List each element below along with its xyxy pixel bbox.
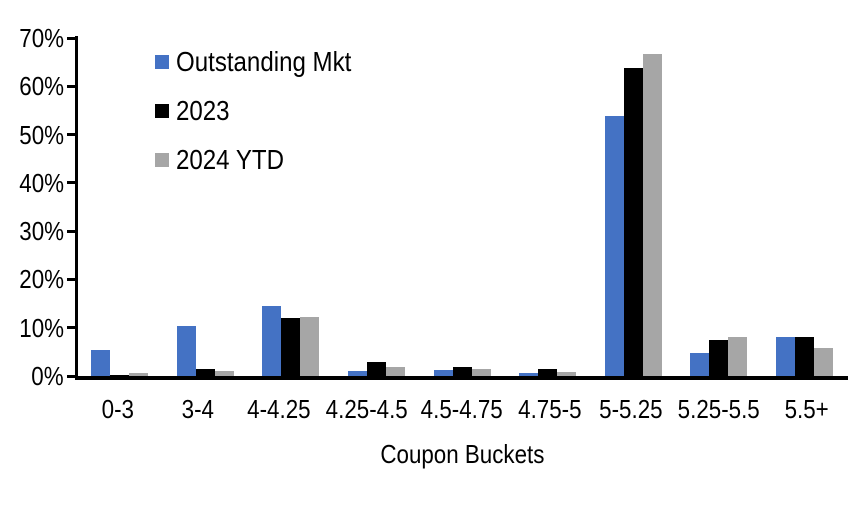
- x-axis-title: Coupon Buckets: [77, 440, 847, 468]
- y-tick-label: 40%: [19, 167, 64, 198]
- x-tick-label: 4.75-5: [518, 394, 582, 424]
- bar-group-3-4: [163, 38, 249, 376]
- x-tick-label: 4.5-4.75: [420, 394, 504, 424]
- x-tick-label: 4.25-4.5: [325, 394, 408, 424]
- y-tick-label: 60%: [19, 71, 64, 102]
- bar-group-5-5.25: [590, 38, 676, 376]
- x-axis-title-text: Coupon Buckets: [379, 439, 545, 469]
- bar: [91, 349, 111, 376]
- y-tick-label: 30%: [19, 216, 64, 247]
- legend-item-outstanding-mkt: Outstanding Mkt: [155, 48, 380, 76]
- outstanding-mkt-swatch-icon: [155, 55, 169, 69]
- bar-group-4.75-5: [505, 38, 591, 376]
- legend-label: 2023: [176, 95, 230, 126]
- bar: [281, 317, 301, 376]
- y-tick-label: 70%: [19, 23, 64, 53]
- bar-group-5.25-5.5: [676, 38, 762, 376]
- y-tick: [67, 181, 75, 185]
- legend: Outstanding Mkt 2023 2024 YTD: [155, 48, 380, 195]
- x-tick-label: 5-5.25: [598, 394, 663, 424]
- bar: [214, 371, 234, 376]
- y-tick: [67, 229, 75, 233]
- bar: [385, 367, 405, 376]
- x-tick-label: 3-4: [181, 394, 215, 424]
- bar: [728, 336, 748, 376]
- legend-label: Outstanding Mkt: [176, 46, 352, 77]
- bar-group-4.5-4.75: [419, 38, 505, 376]
- x-tick-label: 5.25-5.5: [677, 394, 760, 424]
- bar: [794, 337, 814, 376]
- x-tick-label: 0-3: [101, 394, 134, 424]
- bar: [129, 373, 149, 376]
- legend-label: 2024 YTD: [176, 144, 284, 175]
- x-tick-label: 4-4.25: [246, 394, 311, 424]
- bar: [690, 353, 710, 376]
- y-tick-label: 0%: [31, 361, 64, 391]
- bar: [433, 370, 453, 376]
- y-tick: [67, 84, 75, 88]
- bar: [471, 368, 491, 376]
- bar: [557, 372, 577, 376]
- bar: [623, 67, 643, 376]
- bar: [519, 373, 539, 376]
- bar: [813, 347, 833, 376]
- bar-group-4-4.25: [248, 38, 334, 376]
- y-tick-label: 10%: [19, 312, 64, 343]
- bar: [195, 368, 215, 376]
- bar: [642, 53, 662, 376]
- y-tick: [67, 133, 75, 137]
- x-axis-line: [75, 376, 848, 380]
- bar-group-4.25-4.5: [334, 38, 420, 376]
- bar: [709, 339, 729, 376]
- bar: [775, 337, 795, 376]
- y-tick: [67, 326, 75, 330]
- x-axis-labels: 0-3 3-4 4-4.25 4.25-4.5 4.5-4.75 4.75-5 5-5.25…: [77, 396, 847, 422]
- y-tick-label: 20%: [19, 264, 64, 295]
- bar: [110, 374, 130, 376]
- bar: [347, 371, 367, 376]
- legend-item-2024-ytd: 2024 YTD: [155, 146, 380, 174]
- 2023-swatch-icon: [155, 104, 169, 118]
- plot-area: [77, 38, 847, 376]
- y-tick-label: 50%: [19, 119, 64, 150]
- x-tick-label: 5.5+: [784, 394, 829, 424]
- y-tick: [67, 374, 75, 378]
- 2024-ytd-swatch-icon: [155, 153, 169, 167]
- y-tick: [67, 36, 75, 40]
- y-axis-line: [75, 36, 78, 379]
- bar-group-0-3: [77, 38, 163, 376]
- bar: [366, 361, 386, 376]
- bar: [262, 306, 282, 376]
- bar-group-5.5+: [762, 38, 848, 376]
- bar: [538, 369, 558, 376]
- bar: [452, 366, 472, 376]
- legend-item-2023: 2023: [155, 97, 380, 125]
- bar: [604, 115, 624, 376]
- bar: [300, 316, 320, 376]
- y-tick: [67, 277, 75, 281]
- bar: [176, 325, 196, 376]
